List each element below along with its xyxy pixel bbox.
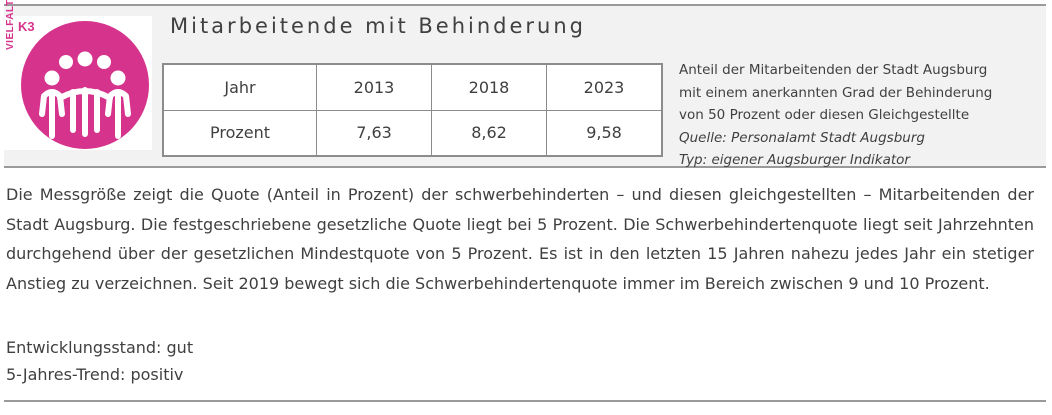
explanation-paragraph: Die Messgröße zeigt die Quote (Anteil in… [6, 185, 1034, 293]
table-cell-value: 9,58 [546, 109, 663, 157]
source-note: Quelle: Personalamt Stadt Augsburg [679, 129, 925, 146]
development-status: Entwicklungsstand: gut [6, 338, 194, 357]
table-header-year: 2018 [431, 63, 547, 111]
description-line: von 50 Prozent oder diesen Gleichgestell… [679, 107, 970, 123]
logo-code: K3 [18, 19, 35, 34]
page-title: Mitarbeitende mit Behinderung [170, 14, 586, 38]
table-cell-label: Prozent [162, 109, 317, 157]
logo-side-text: VIELFALT [5, 0, 16, 50]
table-header-row: Jahr 2013 2018 2023 [162, 63, 663, 111]
table-header-year: 2023 [546, 63, 663, 111]
table-cell-value: 7,63 [316, 109, 432, 157]
assessment-block: Entwicklungsstand: gut 5-Jahres-Trend: p… [6, 334, 193, 388]
description-line: mit einem anerkannten Grad der Behinderu… [679, 84, 993, 101]
indicator-table: Jahr 2013 2018 2023 Prozent 7,63 8,62 9,… [162, 63, 663, 157]
table-row: Prozent 7,63 8,62 9,58 [162, 109, 663, 157]
table-header-year: 2013 [316, 63, 432, 111]
vielfalt-k3-logo: VIELFALT K3 [4, 0, 152, 150]
people-group-icon [21, 21, 149, 149]
indicator-description: Anteil der Mitarbeitenden der Stadt Augs… [679, 59, 1034, 172]
table-header-label: Jahr [162, 63, 317, 111]
indicator-type-note: Typ: eigener Augsburger Indikator [679, 152, 910, 168]
bottom-divider [4, 400, 1046, 402]
description-line: Anteil der Mitarbeitenden der Stadt Augs… [679, 62, 988, 78]
five-year-trend: 5-Jahres-Trend: positiv [6, 365, 184, 384]
table-cell-value: 8,62 [431, 109, 547, 157]
